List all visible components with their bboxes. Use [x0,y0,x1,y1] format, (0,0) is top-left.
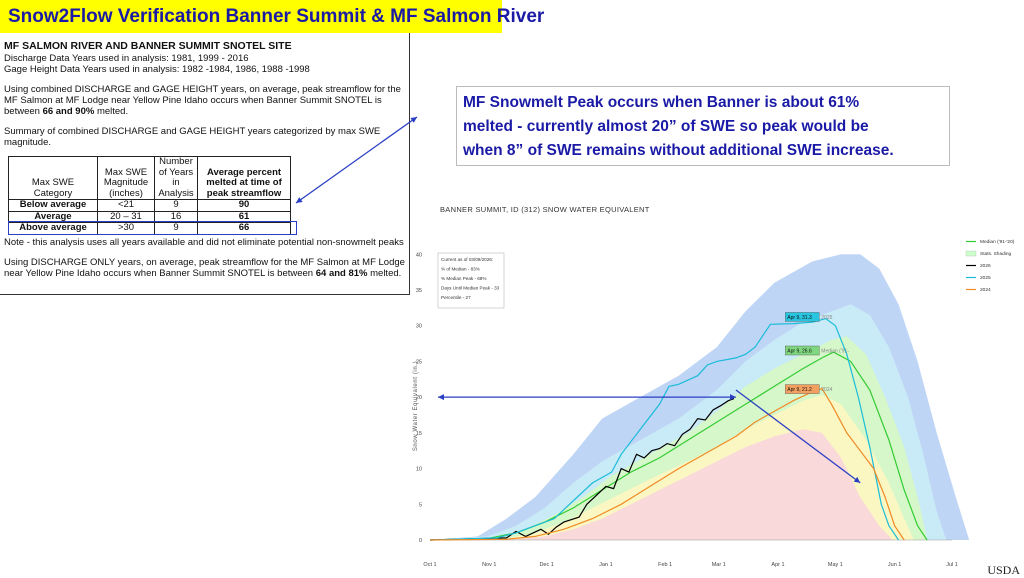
y-tick-label: 10 [416,467,422,473]
gage-years-text: Gage Height Data Years used in analysis:… [4,64,310,75]
header-magnitude: Max SWE Magnitude (inches) [97,156,155,200]
y-tick-label: 40 [416,252,422,258]
peak-label-value: Apr 9, 26.6 [787,349,812,355]
x-tick-label: Apr 1 [771,562,784,568]
x-tick-label: Mar 1 [712,562,726,568]
x-tick-label: May 1 [828,562,843,568]
callout-line-3: when 8” of SWE remains without additiona… [463,142,894,159]
x-tick-label: Nov 1 [482,562,496,568]
row-category: Below average [8,199,98,212]
x-tick-label: Oct 1 [423,562,436,568]
row-category: Average [8,210,98,223]
x-tick-label: Dec 1 [539,562,553,568]
y-tick-label: 15 [416,431,422,437]
site-title: MF SALMON RIVER AND BANNER SUMMIT SNOTEL… [4,40,292,52]
summary-text: Summary of combined DISCHARGE and GAGE H… [4,126,381,148]
legend-label: 2026 [980,263,991,269]
header-category: Max SWE Category [8,156,98,200]
combined-years-sentence: Using combined DISCHARGE and GAGE HEIGHT… [4,84,401,117]
annotation-arrow [735,389,861,484]
chart-title: BANNER SUMMIT, ID (312) SNOW WATER EQUIV… [440,205,650,214]
series-lines [429,317,928,541]
peak-label-value: Apr 9, 31.3 [787,315,812,321]
stats-box-frame [437,252,505,309]
stats-box-line: % of Median - 83% [441,267,480,272]
callout-line-1: MF Snowmelt Peak occurs when Banner is a… [463,94,860,111]
table-header-row: Max SWE Category Max SWE Magnitude (inch… [8,156,291,200]
peak-label-tag: 2025 [821,315,832,321]
peak-label-box [785,312,820,322]
peak-label-tag: 2024 [821,387,832,393]
chart-legend: Median ('91-'20) Stats. Shading 2026 2025 20… [965,239,1015,293]
y-tick-label: 5 [419,502,422,508]
peak-label-box [785,345,820,356]
table-row: Above average >30 9 66 [8,222,291,235]
x-tick-label: Jan 1 [599,562,612,568]
peak-label-box [785,384,820,394]
combined-years-end: melted. [96,106,129,117]
legend-label: 2025 [980,275,991,281]
legend-swatch [965,250,977,257]
discharge-only-text: Using DISCHARGE ONLY years, on average, … [4,257,409,279]
note-text: Note - this analysis uses all years avai… [4,236,404,248]
series-line-2024 [429,387,905,541]
usda-logo-text: USDA [987,563,1020,577]
stats-box: Current as of 03/09/2026: % of Median - 8… [437,252,505,309]
callout-line-2: melted - currently almost 20” of SWE so … [463,118,869,135]
row-magnitude: <21 [97,199,155,212]
series-line-median9120 [429,351,928,541]
swe-summary-table: Max SWE Category Max SWE Magnitude (inch… [8,156,291,235]
snowmelt-peak-callout: MF Snowmelt Peak occurs when Banner is a… [456,86,950,166]
y-tick-label: 0 [419,538,422,544]
combined-years-text: Using combined DISCHARGE and GAGE HEIGHT… [4,84,409,117]
stats-box-line: Current as of 03/09/2026: [441,257,493,262]
series-line-2026 [429,398,735,541]
y-axis-label: Snow Water Equivalent (in.) [413,361,419,451]
peak-label-value: Apr 9, 21.2 [787,387,812,393]
peak-labels: Apr 9, 31.3 2025 Apr 9, 26.6 Median ('91- Ap… [785,312,849,394]
table-row: Below average <21 9 90 [8,199,291,212]
y-tick-label: 25 [416,359,422,365]
y-tick-label: 35 [416,288,422,294]
row-magnitude: >30 [97,222,155,235]
row-percent: 90 [197,199,291,212]
stats-box-line: Days Until Median Peak - 33 [441,286,500,291]
x-tick-label: Jul 1 [946,562,958,568]
peak-label-tag: Median ('91- [821,349,849,355]
annotation-arrows [438,389,861,484]
average-row-highlight-box [8,221,297,235]
stats-box-line: % Median Peak - 68% [441,276,486,281]
row-percent: 66 [197,222,291,235]
stats-box-line: Percentile - 27 [441,295,471,300]
legend-label: Stats. Shading [980,251,1012,257]
x-tick-label: Jun 1 [888,562,901,568]
discharge-only-range: 64 and 81% [315,267,368,279]
legend-label: 2024 [980,287,991,293]
legend-label: Median ('91-'20) [980,239,1015,245]
series-line-2025 [429,317,899,541]
row-years: 9 [154,199,198,212]
discharge-years-text: Discharge Data Years used in analysis: 1… [4,53,249,64]
analysis-summary-panel: MF SALMON RIVER AND BANNER SUMMIT SNOTEL… [0,33,410,295]
discharge-only-sentence: Using DISCHARGE ONLY years, on average, … [4,256,405,279]
row-percent: 61 [197,210,291,223]
discharge-only-end: melted. [370,267,402,279]
band-p10 [430,429,893,540]
combined-years-range: 66 and 90% [42,106,95,117]
y-tick-label: 30 [416,324,422,330]
header-percent: Average percent melted at time of peak s… [197,156,291,200]
table-row: Average 20 – 31 16 61 [8,210,291,223]
x-tick-label: Feb 1 [658,562,672,568]
y-tick-label: 20 [416,395,422,401]
page-title-banner: Snow2Flow Verification Banner Summit & M… [0,0,544,33]
header-years: Number of Years in Analysis [154,156,198,200]
